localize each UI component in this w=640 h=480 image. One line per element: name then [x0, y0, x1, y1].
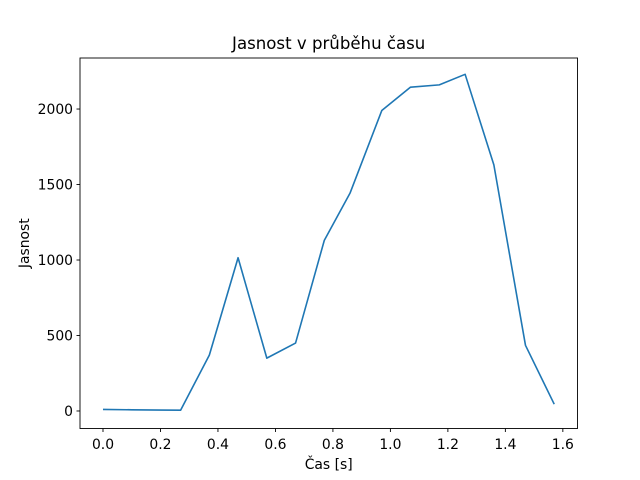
- x-axis-ticks: 0.0 0.2 0.4 0.6 0.8 1.0 1.2 1.4 1.6: [92, 428, 574, 453]
- jasnost-line: [102, 73, 555, 412]
- x-tick-label: 1.6: [552, 437, 574, 453]
- y-tick-label: 500: [46, 328, 73, 344]
- x-tick-label: 0.0: [92, 437, 114, 453]
- y-tick-label: 2000: [38, 102, 73, 118]
- axes-box: [79, 57, 578, 429]
- x-tick-label: 0.2: [149, 437, 171, 453]
- y-tick-label: 0: [64, 404, 73, 420]
- x-tick-label: 0.8: [322, 437, 344, 453]
- x-tick-label: 1.0: [379, 437, 401, 453]
- y-axis-label: Jasnost: [17, 218, 33, 269]
- chart-title: Jasnost v průběhu času: [231, 34, 425, 53]
- x-tick-label: 0.4: [207, 437, 229, 453]
- y-axis-ticks: 0 500 1000 1500 2000: [38, 102, 80, 420]
- x-tick-label: 1.2: [437, 437, 459, 453]
- x-tick-label: 0.6: [264, 437, 286, 453]
- x-axis-label: Čas [s]: [305, 455, 353, 473]
- series-group: [102, 73, 555, 412]
- y-tick-label: 1500: [38, 177, 73, 193]
- y-tick-label: 1000: [38, 253, 73, 269]
- x-tick-label: 1.4: [494, 437, 516, 453]
